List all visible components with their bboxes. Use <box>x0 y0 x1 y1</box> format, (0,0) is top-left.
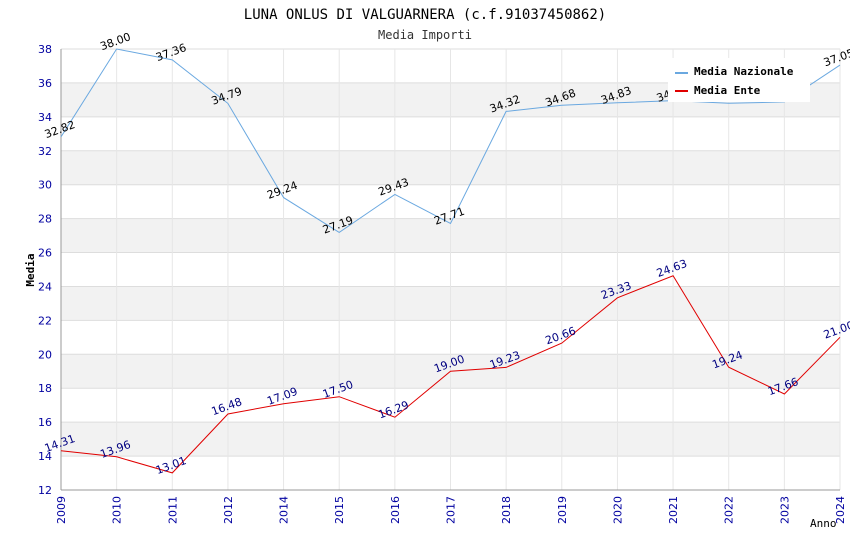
data-label: 21.00 <box>822 319 850 342</box>
legend-label-nazionale: Media Nazionale <box>694 65 794 78</box>
legend-box <box>668 58 810 102</box>
y-tick-label: 30 <box>38 179 52 192</box>
x-tick-label: 2012 <box>222 496 235 524</box>
axes <box>60 49 840 491</box>
series-lines <box>60 48 841 474</box>
x-tick-label: 2021 <box>667 496 680 524</box>
x-tick-label: 2019 <box>556 496 569 524</box>
y-tick-label: 24 <box>38 280 52 293</box>
y-tick-label: 34 <box>38 111 52 124</box>
x-tick-labels: 2009 2010 2011 2012 2014 2015 2016 2017 2018 2019… <box>55 496 847 524</box>
x-tick-label: 2014 <box>278 496 291 524</box>
x-tick-label: 2018 <box>500 496 513 524</box>
grid-lines <box>60 48 841 491</box>
x-tick-label: 2022 <box>723 496 736 524</box>
x-tick-label: 2015 <box>333 496 346 524</box>
legend-label-ente: Media Ente <box>694 84 761 97</box>
x-tick-label: 2024 <box>834 496 847 524</box>
series-line-media-ente <box>60 275 841 474</box>
data-label: 16.29 <box>377 398 411 421</box>
x-tick-label: 2009 <box>55 496 68 524</box>
y-tick-label: 14 <box>38 450 52 463</box>
y-tick-label: 22 <box>38 314 52 327</box>
y-tick-label: 38 <box>38 43 52 56</box>
data-label: 13.01 <box>154 454 188 477</box>
x-axis-label: Anno <box>810 517 837 530</box>
data-label: 38.00 <box>98 30 132 53</box>
legend: Media Nazionale Media Ente <box>668 58 810 102</box>
chart-title: LUNA ONLUS DI VALGUARNERA (c.f.910374508… <box>244 7 606 23</box>
x-tick-label: 2017 <box>445 496 458 524</box>
x-tick-label: 2011 <box>166 496 179 524</box>
x-tick-label: 2020 <box>611 496 624 524</box>
y-tick-label: 20 <box>38 348 52 361</box>
series-line-media-nazionale <box>60 48 841 233</box>
x-tick-label: 2023 <box>778 496 791 524</box>
y-tick-label: 16 <box>38 416 52 429</box>
data-label: 37.05 <box>822 46 850 69</box>
data-label: 37.36 <box>154 41 188 64</box>
x-tick-label: 2010 <box>111 496 124 524</box>
y-tick-label: 26 <box>38 247 52 260</box>
chart-subtitle: Media Importi <box>378 28 472 42</box>
y-tick-label: 12 <box>38 484 52 497</box>
y-tick-label: 32 <box>38 145 52 158</box>
y-tick-label: 18 <box>38 382 52 395</box>
y-tick-labels: 12 14 16 18 20 22 24 26 28 30 32 34 36 38 <box>38 43 52 497</box>
x-tick-label: 2016 <box>389 496 402 524</box>
y-tick-label: 36 <box>38 77 52 90</box>
y-axis-label: Media <box>24 253 37 286</box>
y-tick-label: 28 <box>38 213 52 226</box>
